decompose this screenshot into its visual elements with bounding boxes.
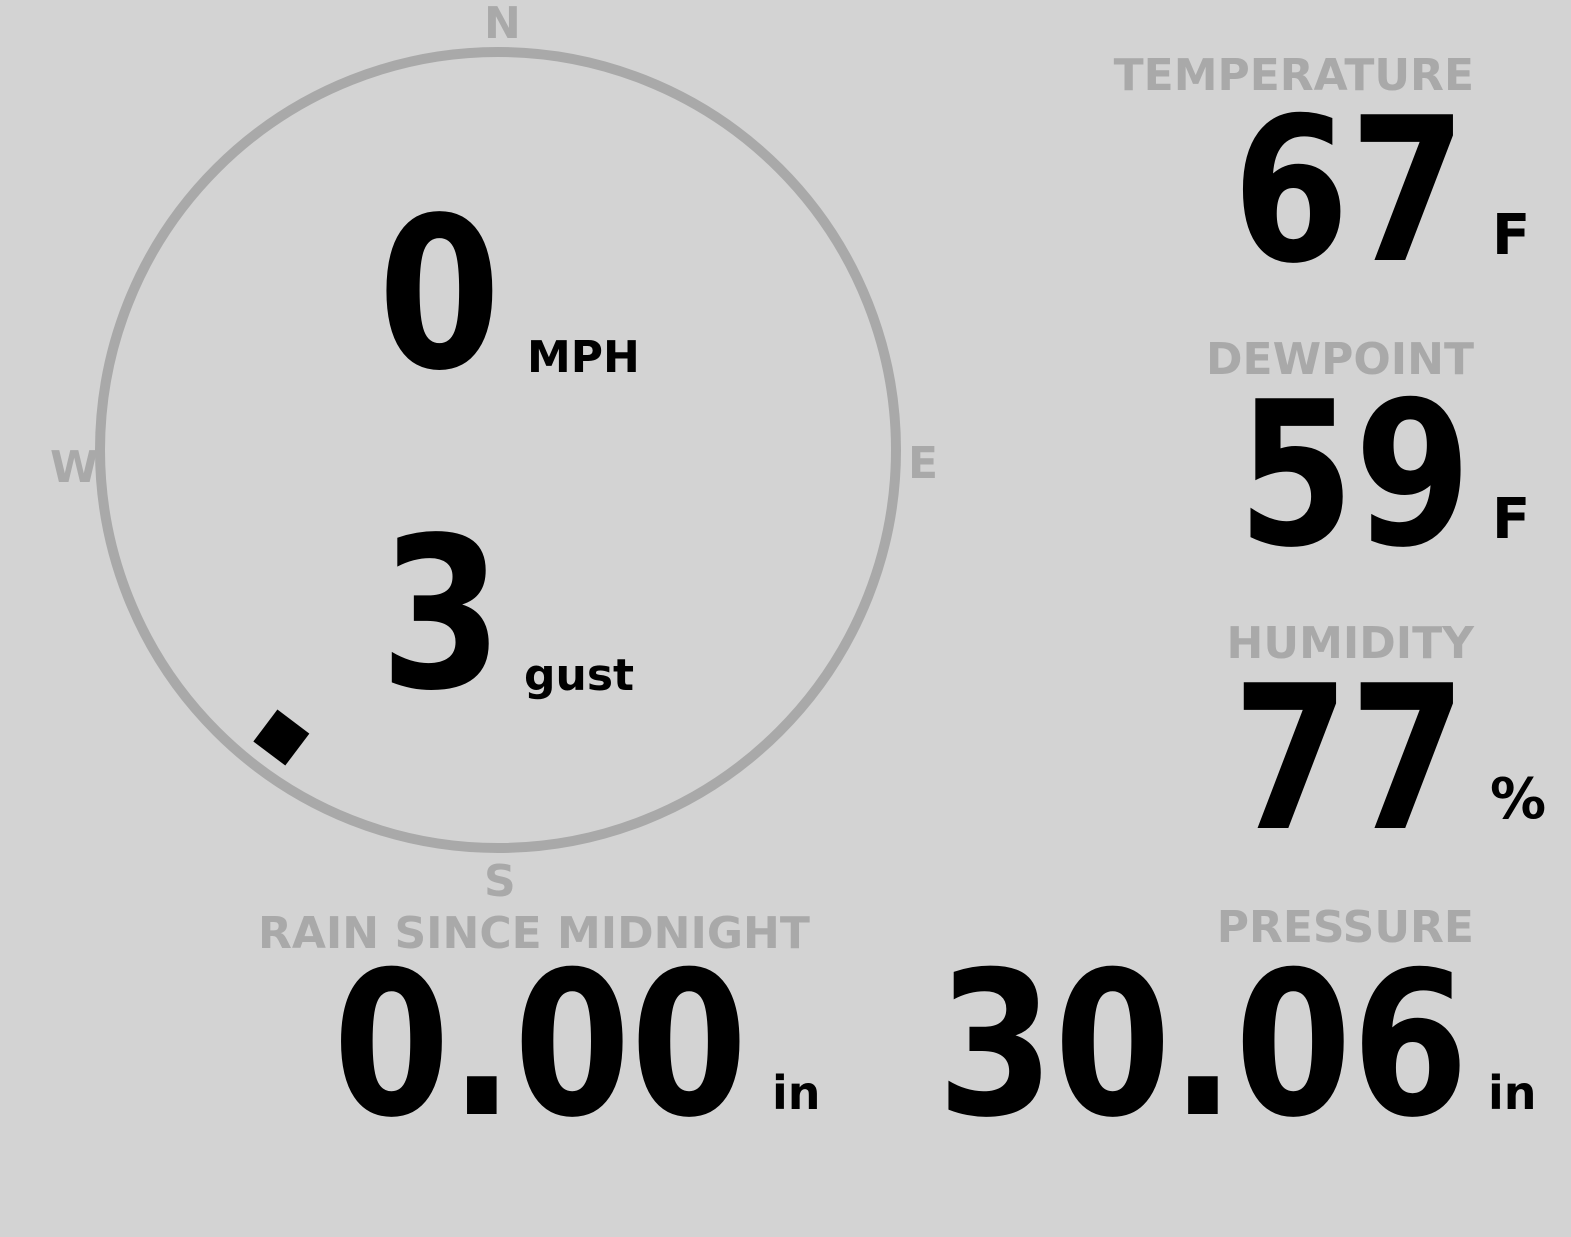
compass-w: W (50, 442, 99, 493)
wind-speed-value: 0 (378, 172, 501, 417)
wind-compass (95, 47, 901, 853)
wind-gust-value: 3 (380, 492, 503, 737)
wind-speed-unit: MPH (527, 332, 640, 383)
compass-e: E (908, 438, 939, 489)
pressure-value: 30.06 (937, 929, 1469, 1162)
temperature-value: 67 (1232, 75, 1466, 308)
dewpoint-unit: F (1492, 487, 1531, 552)
dewpoint-label: DEWPOINT (1206, 334, 1474, 385)
pressure-label: PRESSURE (1216, 902, 1474, 953)
humidity-label: HUMIDITY (1226, 618, 1474, 669)
temperature-unit: F (1492, 203, 1531, 268)
rain-label: RAIN SINCE MIDNIGHT (258, 908, 810, 959)
humidity-value: 77 (1232, 643, 1466, 876)
wind-direction-marker (253, 709, 310, 766)
wind-gust-label: gust (524, 650, 635, 701)
temperature-label: TEMPERATURE (1113, 50, 1474, 101)
dewpoint-value: 59 (1237, 359, 1471, 592)
compass-ring (95, 47, 901, 853)
humidity-unit: % (1490, 767, 1547, 832)
rain-value: 0.00 (333, 929, 748, 1162)
compass-s: S (484, 856, 516, 907)
rain-unit: in (772, 1066, 821, 1120)
compass-n: N (484, 0, 521, 49)
pressure-unit: in (1488, 1066, 1537, 1120)
